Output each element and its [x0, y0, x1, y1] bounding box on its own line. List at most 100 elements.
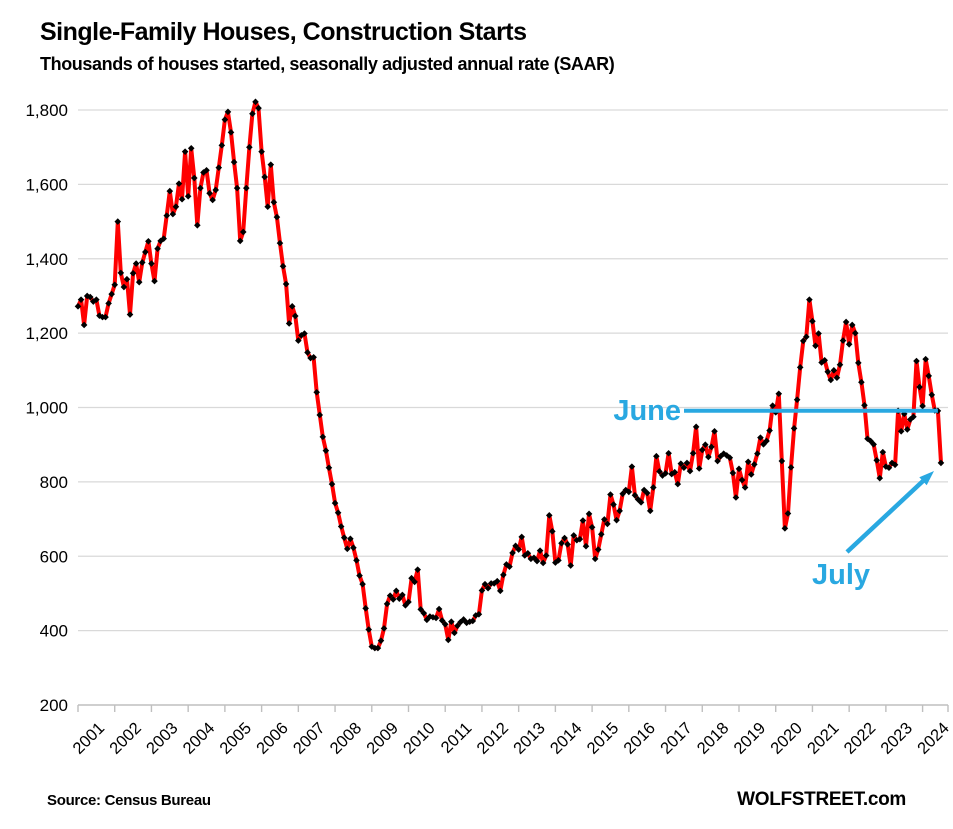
data-point-marker — [481, 580, 489, 588]
data-point-marker — [643, 489, 651, 497]
data-point-marker — [417, 606, 425, 613]
data-point-marker — [362, 605, 369, 612]
data-point-marker — [123, 275, 131, 283]
data-point-marker — [812, 342, 819, 350]
x-axis-year-label: 2004 — [180, 719, 219, 758]
data-point-marker — [322, 447, 330, 454]
data-point-marker — [705, 453, 712, 461]
data-point-marker — [882, 463, 890, 470]
data-point-marker — [249, 110, 256, 118]
data-point-marker — [319, 433, 327, 441]
data-point-marker — [435, 605, 443, 613]
data-point-marker — [897, 428, 905, 435]
data-point-marker — [747, 471, 755, 478]
july-arrow-line — [845, 479, 925, 554]
x-axis-year-label: 2001 — [69, 719, 108, 758]
data-point-marker — [460, 616, 467, 623]
data-point-marker — [215, 164, 223, 171]
data-point-marker — [301, 330, 308, 337]
data-point-marker — [518, 533, 526, 541]
data-point-marker — [619, 490, 627, 498]
data-point-marker — [781, 525, 789, 532]
data-point-marker — [839, 337, 847, 344]
data-point-marker — [298, 332, 305, 339]
data-point-marker — [509, 549, 516, 557]
gridlines — [78, 109, 948, 706]
data-point-marker — [824, 368, 832, 376]
data-point-marker — [77, 296, 85, 303]
data-point-marker — [564, 541, 571, 548]
data-point-marker — [653, 452, 660, 460]
data-point-marker — [493, 577, 501, 585]
x-axis-year-label: 2018 — [694, 719, 733, 758]
data-point-marker — [178, 195, 186, 203]
data-point-marker — [910, 413, 917, 421]
x-axis-year-label: 2005 — [216, 719, 255, 758]
data-point-marker — [830, 367, 838, 374]
data-point-marker — [922, 355, 929, 363]
data-point-marker — [86, 293, 94, 301]
data-point-marker — [285, 320, 293, 327]
data-point-marker — [607, 491, 614, 498]
data-point-marker — [720, 450, 727, 457]
data-point-marker — [142, 248, 149, 256]
data-point-marker — [680, 464, 688, 472]
data-point-marker — [591, 555, 599, 563]
data-point-marker — [105, 300, 112, 307]
data-point-marker — [570, 532, 578, 539]
data-point-marker — [102, 313, 109, 321]
data-point-marker — [337, 523, 345, 530]
data-point-marker — [380, 625, 388, 632]
data-point-marker — [469, 617, 477, 625]
data-point-marker — [793, 396, 801, 403]
data-point-marker — [206, 190, 213, 197]
data-point-marker — [267, 161, 275, 168]
data-point-marker — [900, 410, 908, 418]
data-point-marker — [604, 520, 611, 528]
x-axis-year-label: 2010 — [400, 719, 439, 758]
data-point-marker — [246, 143, 253, 151]
june-annotation: June — [613, 395, 938, 427]
data-point-marker — [343, 545, 351, 553]
data-point-marker — [536, 547, 544, 554]
data-point-marker — [163, 212, 171, 219]
data-point-marker — [383, 600, 391, 608]
x-axis-year-label: 2011 — [438, 719, 476, 757]
data-point-marker — [711, 428, 718, 435]
data-point-marker — [549, 528, 556, 535]
data-point-marker — [702, 441, 709, 448]
data-point-marker — [325, 464, 333, 472]
chart-subtitle: Thousands of houses started, seasonally … — [40, 54, 615, 74]
data-point-marker — [625, 488, 633, 496]
x-axis-year-label: 2023 — [877, 719, 916, 758]
data-point-marker — [276, 239, 284, 247]
data-point-marker — [258, 148, 265, 155]
data-point-marker — [264, 203, 272, 210]
data-point-marker — [757, 434, 764, 441]
data-point-marker — [726, 454, 734, 462]
data-point-marker — [686, 467, 694, 475]
data-point-marker — [650, 484, 657, 491]
data-point-marker — [845, 340, 853, 348]
data-point-marker — [243, 184, 250, 192]
data-point-marker — [444, 636, 452, 644]
data-point-marker — [729, 469, 737, 477]
data-point-marker — [138, 259, 146, 266]
data-point-marker — [145, 237, 152, 245]
data-point-marker — [353, 557, 360, 564]
data-point-marker — [646, 507, 654, 515]
x-axis-year-label: 2012 — [473, 719, 512, 758]
data-point-marker — [475, 610, 483, 618]
data-point-marker — [252, 98, 259, 106]
data-point-marker — [637, 499, 645, 506]
x-axis-year-label: 2003 — [143, 719, 182, 758]
data-point-marker — [732, 494, 740, 501]
data-point-marker — [154, 245, 161, 253]
data-point-marker — [836, 361, 844, 369]
data-point-marker — [239, 228, 247, 236]
data-point-marker — [270, 198, 278, 206]
data-point-marker — [842, 318, 850, 326]
data-point-marker — [524, 549, 532, 557]
data-point-marker — [827, 376, 835, 384]
data-point-marker — [515, 546, 522, 553]
